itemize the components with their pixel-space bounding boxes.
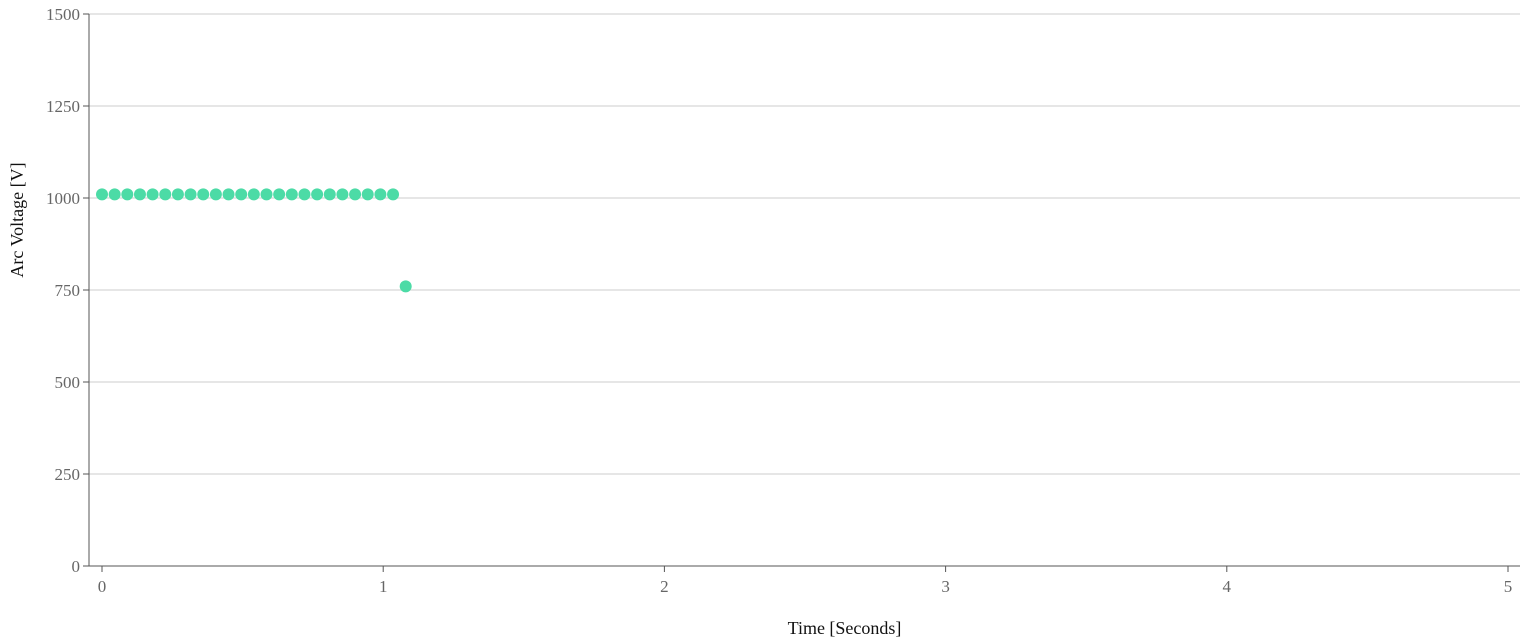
data-point — [399, 280, 412, 293]
x-tick-label: 4 — [1223, 577, 1232, 596]
data-point — [349, 188, 362, 201]
data-point — [323, 188, 336, 201]
y-axis-title: Arc Voltage [V] — [7, 162, 27, 277]
grid-lines — [89, 13, 1520, 475]
y-tick-label: 0 — [72, 557, 81, 576]
data-points — [96, 188, 412, 293]
y-axis-ticks: 0 250 500 750 1000 1250 1500 — [46, 5, 89, 576]
x-tick-label: 0 — [98, 577, 107, 596]
data-point — [260, 188, 273, 201]
data-point — [171, 188, 184, 201]
data-point — [159, 188, 172, 201]
data-point — [298, 188, 311, 201]
x-axis-title: Time [Seconds] — [788, 618, 902, 638]
x-tick-label: 3 — [941, 577, 950, 596]
data-point — [235, 188, 248, 201]
y-tick-label: 1250 — [46, 97, 80, 116]
y-tick-label: 1000 — [46, 189, 80, 208]
y-tick-label: 250 — [55, 465, 81, 484]
y-tick-label: 1500 — [46, 5, 80, 24]
data-point — [222, 188, 235, 201]
data-point — [197, 188, 210, 201]
data-point — [273, 188, 286, 201]
data-point — [374, 188, 387, 201]
data-point — [285, 188, 298, 201]
data-point — [311, 188, 324, 201]
y-tick-label: 750 — [55, 281, 81, 300]
data-point — [96, 188, 108, 201]
x-tick-label: 1 — [379, 577, 388, 596]
data-point — [184, 188, 197, 201]
data-point — [133, 188, 146, 201]
data-point — [361, 188, 374, 201]
data-point — [247, 188, 260, 201]
data-point — [146, 188, 159, 201]
x-tick-label: 5 — [1504, 577, 1513, 596]
data-point — [209, 188, 222, 201]
x-tick-label: 2 — [660, 577, 669, 596]
data-point — [336, 188, 349, 201]
y-tick-label: 500 — [55, 373, 81, 392]
x-axis-ticks: 0 1 2 3 4 5 — [98, 566, 1513, 596]
data-point — [387, 188, 400, 201]
data-point — [121, 188, 134, 201]
data-point — [108, 188, 121, 201]
